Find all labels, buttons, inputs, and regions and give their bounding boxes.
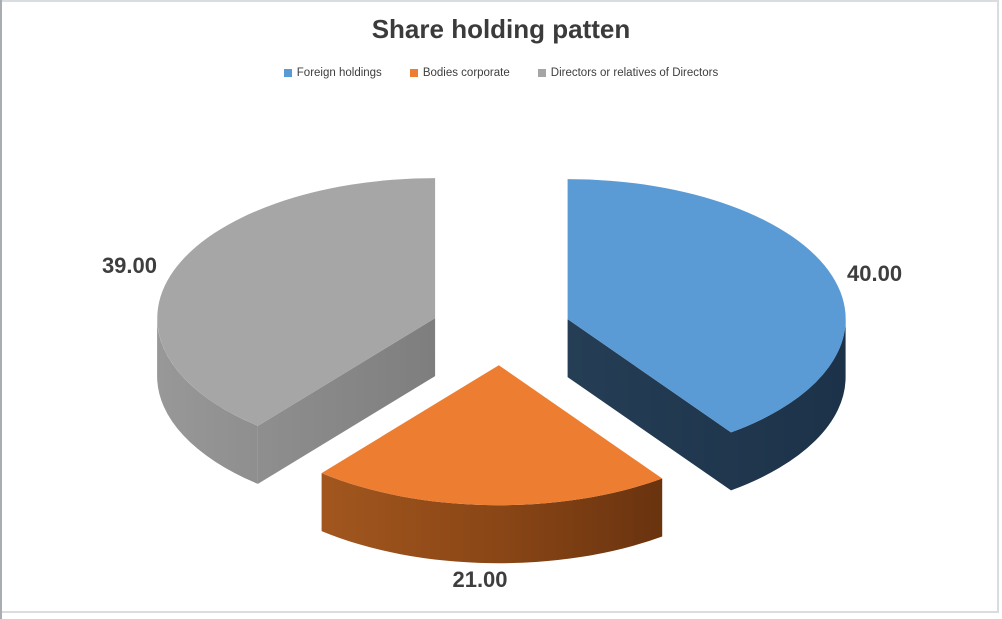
data-label-foreign-holdings: 40.00 xyxy=(847,261,903,286)
legend: Foreign holdings Bodies corporate Direct… xyxy=(0,67,1002,79)
legend-label: Foreign holdings xyxy=(296,67,382,79)
pie-slice-bodies-corporate[interactable] xyxy=(321,365,663,506)
data-label-bodies-corporate: 21.00 xyxy=(452,567,508,592)
pie-slice-bodies-corporate-side xyxy=(321,473,663,564)
legend-swatch-icon xyxy=(409,69,418,77)
canvas-left-edge xyxy=(0,0,2,619)
pie-slice-directors-or-relatives-of-directors-side xyxy=(157,318,258,484)
pie-slice-foreign-holdings-side xyxy=(567,319,731,491)
chart-title: Share holding patten xyxy=(371,14,631,44)
legend-item-directors[interactable]: Directors or relatives of Directors xyxy=(537,67,719,79)
legend-item-foreign-holdings[interactable]: Foreign holdings xyxy=(283,67,382,79)
pie-slice-directors-or-relatives-of-directors[interactable] xyxy=(157,178,436,426)
pie-slice-foreign-holdings[interactable] xyxy=(567,179,846,433)
legend-swatch-icon xyxy=(283,69,292,77)
legend-swatch-icon xyxy=(537,69,546,77)
data-label-directors: 39.00 xyxy=(101,253,157,278)
pie-slice-foreign-holdings-side xyxy=(731,319,846,491)
legend-label: Directors or relatives of Directors xyxy=(550,67,719,79)
legend-label: Bodies corporate xyxy=(422,67,510,79)
pie-slice-directors-or-relatives-of-directors-side xyxy=(257,318,436,484)
legend-item-bodies-corporate[interactable]: Bodies corporate xyxy=(409,67,510,79)
